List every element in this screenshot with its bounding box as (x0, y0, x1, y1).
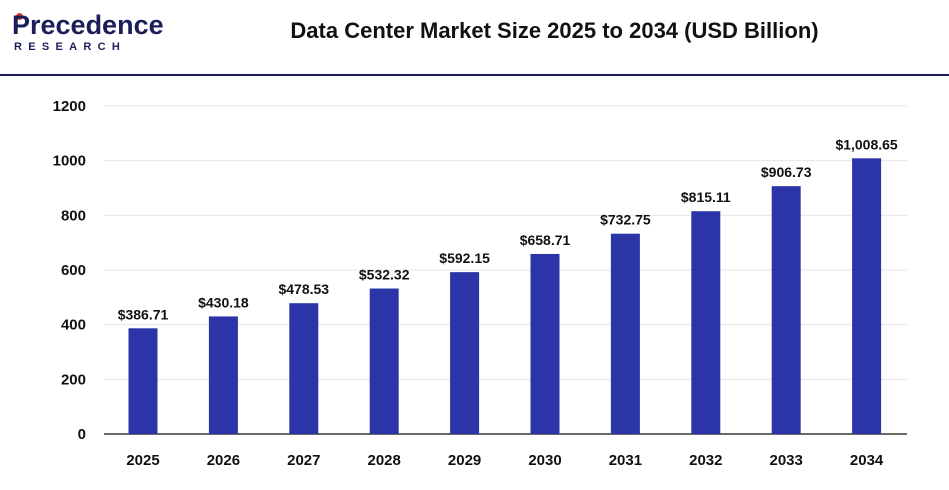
x-tick-label: 2028 (368, 452, 401, 469)
data-label: $815.11 (681, 189, 731, 205)
bar (450, 272, 480, 434)
y-tick-label: 0 (78, 426, 86, 443)
x-tick-label: 2033 (770, 452, 803, 469)
x-tick-label: 2026 (207, 452, 240, 469)
bar (852, 158, 882, 434)
bar (771, 186, 801, 434)
header: Precedence RESEARCH Data Center Market S… (0, 0, 949, 76)
y-tick-label: 800 (61, 207, 86, 224)
data-label: $906.73 (761, 164, 812, 180)
x-tick-label: 2032 (689, 452, 722, 469)
x-tick-label: 2025 (126, 452, 159, 469)
logo-name-top: Precedence (12, 10, 164, 40)
x-tick-label: 2029 (448, 452, 481, 469)
bar (289, 303, 319, 434)
logo-accent-dot-icon (16, 13, 23, 20)
x-tick-label: 2027 (287, 452, 320, 469)
bar (610, 233, 640, 434)
bar (128, 328, 158, 434)
brand-logo[interactable]: Precedence RESEARCH (12, 8, 164, 60)
bar (369, 288, 399, 434)
x-tick-label: 2030 (528, 452, 561, 469)
y-tick-label: 400 (61, 317, 86, 334)
data-label: $532.32 (359, 266, 410, 282)
bar (530, 253, 560, 434)
x-tick-label: 2031 (609, 452, 642, 469)
x-tick-label: 2034 (850, 452, 884, 469)
y-tick-label: 1000 (53, 153, 86, 170)
data-label: $478.53 (278, 281, 329, 297)
bar (208, 316, 238, 434)
data-label: $386.71 (118, 306, 169, 322)
bar (691, 211, 721, 434)
y-tick-label: 600 (61, 262, 86, 279)
data-label: $592.15 (439, 250, 490, 266)
y-tick-label: 200 (61, 371, 86, 388)
data-label: $658.71 (520, 232, 571, 248)
y-tick-label: 1200 (53, 98, 86, 115)
data-label: $1,008.65 (835, 136, 897, 152)
data-label: $732.75 (600, 212, 651, 228)
logo-name-bottom: RESEARCH (14, 41, 127, 53)
chart-title: Data Center Market Size 2025 to 2034 (US… (290, 18, 819, 43)
data-label: $430.18 (198, 294, 249, 310)
